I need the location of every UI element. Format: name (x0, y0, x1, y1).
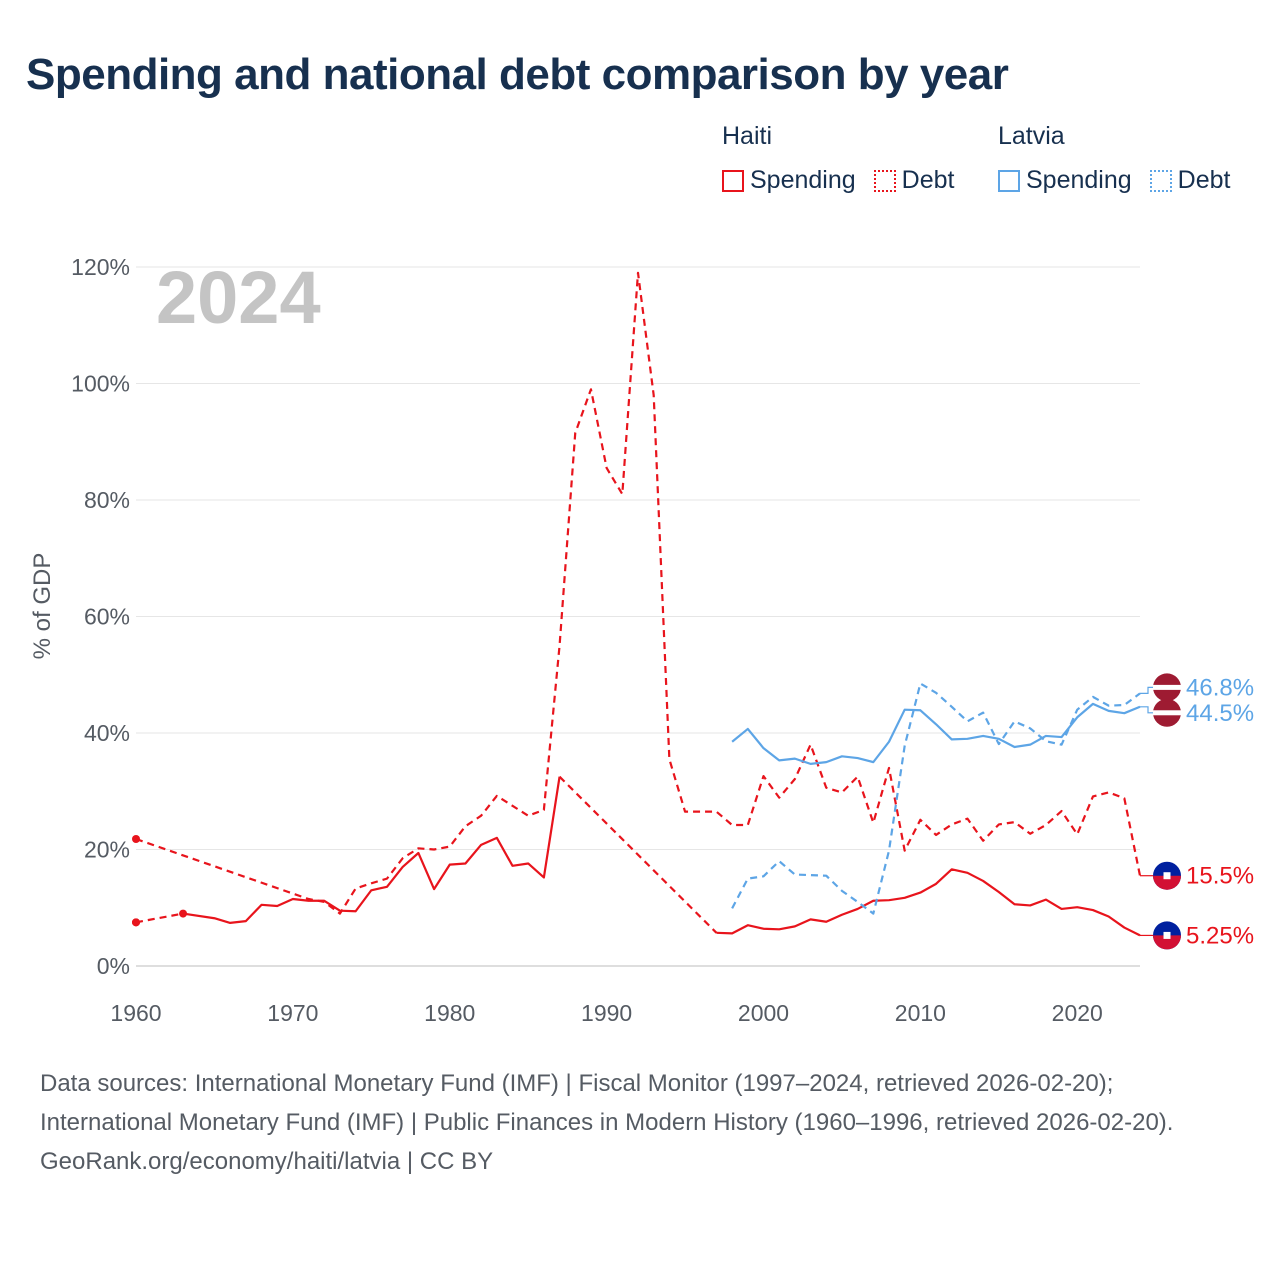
legend-swatch-dotted (1149, 169, 1172, 192)
credit-link[interactable]: GeoRank.org/economy/haiti/latvia | CC BY (40, 1148, 494, 1175)
footer: Data sources: International Monetary Fun… (40, 1064, 1240, 1181)
x-tick-label: 2010 (895, 1000, 946, 1026)
y-tick-label: 100% (71, 371, 130, 397)
x-tick-label: 1970 (267, 1000, 318, 1026)
x-tick-label: 1960 (110, 1000, 161, 1026)
legend-haiti-debt[interactable]: Debt (873, 166, 955, 195)
series-lines (132, 271, 1142, 937)
line-latvia-debt[interactable] (731, 682, 1141, 915)
end-markers: 5.25% 15.5% 44.5%46.8% (1140, 673, 1254, 950)
legend-latvia-title: Latvia (998, 122, 1065, 150)
x-tick-label: 1980 (424, 1000, 475, 1026)
haiti-flag-icon (1153, 921, 1181, 950)
y-tick-label: 40% (84, 720, 130, 746)
legend-latvia-debt[interactable]: Debt (1149, 166, 1231, 195)
latvia-flag-icon (1153, 673, 1181, 702)
y-axis-title: % of GDP (29, 553, 56, 660)
series-gap-segment (135, 912, 184, 924)
year-watermark: 2024 (156, 256, 321, 339)
legend-haiti: Haiti Spending Debt (722, 122, 972, 195)
y-tick-label: 0% (97, 953, 130, 979)
legend-label: Debt (1177, 166, 1231, 194)
latvia-flag-icon (1153, 698, 1181, 727)
end-value-label: 15.5% (1186, 863, 1254, 890)
series-point (132, 918, 140, 927)
end-value-label: 46.8% (1186, 674, 1254, 701)
y-tick-label: 60% (84, 604, 130, 630)
legend-latvia: Latvia Spending Debt (998, 122, 1248, 195)
haiti-flag-icon (1153, 861, 1181, 890)
y-tick-label: 80% (84, 487, 130, 513)
end-value-label: 5.25% (1186, 922, 1254, 949)
legend-swatch-dotted (873, 169, 896, 192)
x-tick-label: 2020 (1052, 1000, 1103, 1026)
end-value-label: 44.5% (1186, 700, 1254, 727)
line-haiti-spending[interactable] (716, 868, 1141, 937)
data-sources: Data sources: International Monetary Fun… (40, 1070, 1174, 1136)
legend-swatch-solid (998, 169, 1020, 192)
y-tick-label: 120% (71, 254, 130, 280)
series-gap-segment (558, 775, 718, 934)
end-connector (1140, 706, 1153, 714)
legend-haiti-title: Haiti (722, 122, 773, 150)
gridlines (136, 266, 1140, 967)
legend-latvia-spending[interactable]: Spending (998, 166, 1132, 195)
legend-label: Debt (901, 166, 955, 194)
y-tick-label: 20% (84, 837, 130, 863)
axes: 0% 20% 40% 60% 80% 100% 120% 1960 1970 1980 1990 20… (71, 254, 1103, 1026)
chart-title: Spending and national debt comparison by… (26, 50, 1009, 99)
line-haiti-debt[interactable] (135, 271, 1142, 915)
x-tick-label: 1990 (581, 1000, 632, 1026)
legend-haiti-spending[interactable]: Spending (722, 166, 856, 195)
line-haiti-spending[interactable] (182, 776, 561, 924)
series-point (179, 909, 188, 918)
x-tick-label: 2000 (738, 1000, 789, 1026)
line-chart: 0% 20% 40% 60% 80% 100% 120% 1960 1970 1980 1990 20… (29, 254, 1254, 1026)
legend-label: Spending (1026, 166, 1132, 194)
line-latvia-spending[interactable] (731, 702, 1141, 765)
series-point (132, 835, 140, 844)
legend-swatch-solid (722, 169, 744, 192)
legend-label: Spending (750, 166, 856, 194)
end-connector (1140, 686, 1153, 694)
